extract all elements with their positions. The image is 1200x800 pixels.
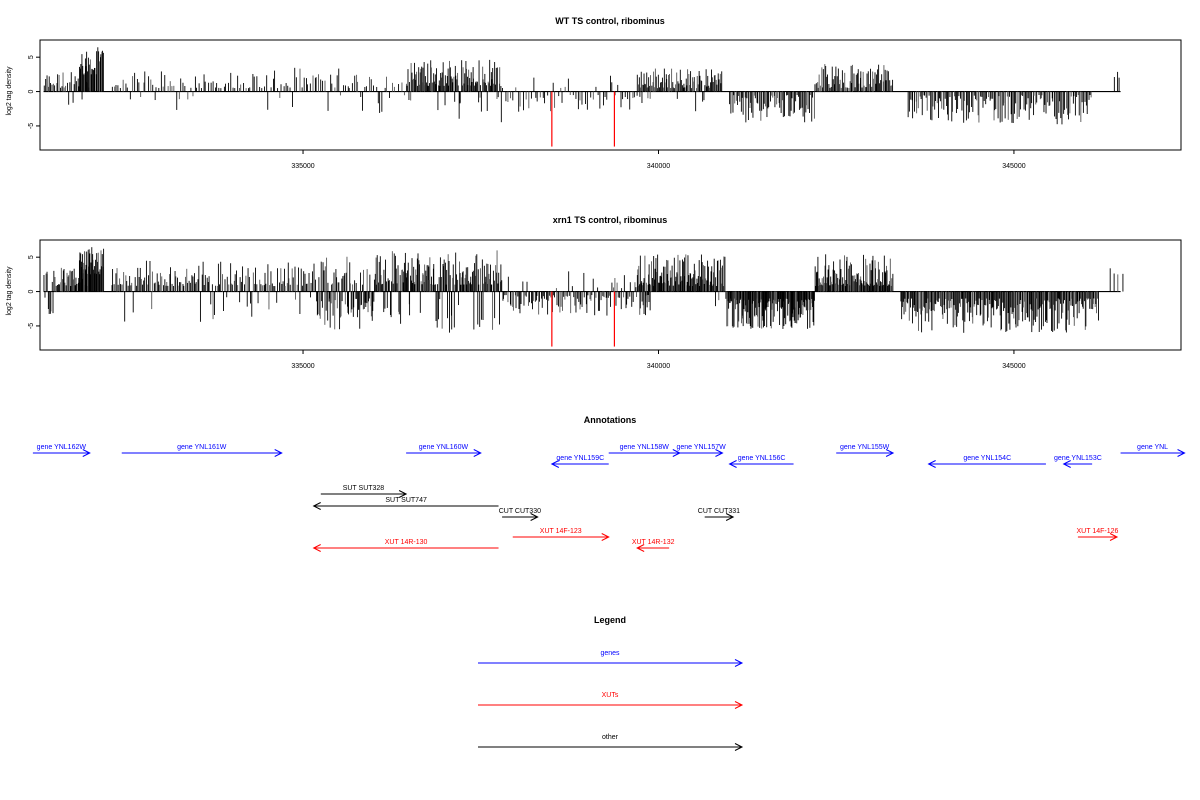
- annotation-arrow-head: [715, 449, 724, 457]
- annotation-feature: XUT 14R-132: [632, 539, 675, 552]
- annotation-arrow-head: [82, 449, 91, 457]
- legend-arrow-head: [734, 701, 744, 709]
- annotation-feature: CUT CUT330: [499, 508, 541, 521]
- annotation-label: SUT SUT747: [385, 497, 427, 504]
- annotation-label: CUT CUT330: [499, 508, 541, 515]
- wt-y-tick-label: 5: [28, 55, 35, 59]
- annotation-arrow-head: [530, 513, 539, 521]
- annotation-arrow-head: [550, 460, 560, 468]
- xrn1-density-panel: xrn1 TS control, ribominus log2 tag dens…: [6, 215, 1182, 370]
- legend-label: other: [602, 734, 619, 741]
- annotation-arrow-head: [274, 449, 283, 457]
- legend-arrow-head: [734, 659, 744, 667]
- annotation-arrow-head: [398, 490, 408, 498]
- xrn1-x-tick-label: 340000: [647, 363, 670, 370]
- annotation-arrow-head: [725, 513, 735, 521]
- annotation-label: gene YNL155W: [840, 444, 890, 451]
- xrn1-x-tick-label: 335000: [291, 363, 314, 370]
- xrn1-plot-frame: [39, 239, 1182, 351]
- xrn1-y-tick-label: 5: [28, 255, 35, 259]
- annotation-label: CUT CUT331: [698, 508, 740, 515]
- legend-entry: XUTs: [478, 692, 744, 709]
- legend: Legend genes XUTs other: [478, 615, 744, 751]
- wt-panel-title: WT TS control, ribominus: [555, 16, 665, 26]
- annotation-label: XUT 14R-130: [385, 539, 428, 546]
- xrn1-y-tick-label: 0: [28, 290, 35, 294]
- annotation-label: gene YNL157W: [676, 444, 726, 451]
- legend-entry: genes: [478, 650, 744, 667]
- annotation-label: gene YNL: [1137, 444, 1168, 451]
- annotation-feature: XUT 14F-126: [1077, 528, 1119, 541]
- annotation-feature: gene YNL156C: [728, 455, 794, 468]
- annotation-tracks: gene YNL162W gene YNL161W gene YNL160W gene…: [32, 444, 1186, 552]
- annotation-arrow-head: [473, 449, 482, 457]
- annotation-feature: gene YNL157W: [676, 444, 726, 457]
- annotation-feature: gene YNL155W: [836, 444, 895, 457]
- annotation-label: SUT SUT328: [343, 485, 385, 492]
- annotation-label: gene YNL158W: [620, 444, 670, 451]
- annotation-label: XUT 14F-123: [540, 528, 582, 535]
- annotation-feature: gene YNL153C: [1054, 455, 1102, 468]
- annotation-feature: gene YNL154C: [927, 455, 1046, 468]
- annotation-feature: SUT SUT328: [320, 485, 408, 498]
- wt-bars: [43, 47, 1121, 147]
- wt-x-tick-label: 345000: [1002, 163, 1025, 170]
- annotation-arrow-head: [1109, 533, 1119, 541]
- wt-axes: 335000 340000 345000 -5 0 5: [28, 55, 1026, 170]
- annotation-label: gene YNL162W: [37, 444, 87, 451]
- legend-label: genes: [600, 650, 620, 657]
- annotation-feature: gene YNL159C: [550, 455, 609, 468]
- annotation-label: gene YNL161W: [177, 444, 227, 451]
- annotation-feature: gene YNL158W: [608, 444, 681, 457]
- wt-y-tick-label: 0: [28, 90, 35, 94]
- annotation-arrow-head: [636, 544, 645, 552]
- annotation-arrow-head: [672, 449, 681, 457]
- legend-arrow-head: [734, 743, 744, 751]
- annotation-label: gene YNL159C: [556, 455, 604, 462]
- xrn1-y-axis-label: log2 tag density: [6, 266, 13, 316]
- annotation-feature: gene YNL162W: [32, 444, 91, 457]
- xrn1-bars: [43, 247, 1124, 347]
- wt-x-tick-label: 340000: [647, 163, 670, 170]
- annotations-title: Annotations: [584, 415, 637, 425]
- xrn1-x-tick-label: 345000: [1002, 363, 1025, 370]
- wt-x-tick-label: 335000: [291, 163, 314, 170]
- annotation-feature: XUT 14F-123: [512, 528, 610, 541]
- annotation-arrow-head: [885, 449, 895, 457]
- wt-y-tick-label: -5: [28, 123, 35, 129]
- annotation-label: gene YNL160W: [419, 444, 469, 451]
- legend-items: genes XUTs other: [478, 650, 744, 751]
- wt-y-axis-label: log2 tag density: [6, 66, 13, 116]
- annotation-feature: gene YNL161W: [121, 444, 283, 457]
- annotation-label: gene YNL154C: [963, 455, 1011, 462]
- annotations-panel: Annotations gene YNL162W gene YNL161W gene…: [32, 415, 1186, 552]
- annotation-arrow-head: [312, 502, 321, 510]
- annotation-feature: SUT SUT747: [312, 497, 499, 510]
- legend-title: Legend: [594, 615, 626, 625]
- wt-plot-frame: [39, 39, 1182, 151]
- annotation-arrow-head: [927, 460, 936, 468]
- annotation-arrow-head: [1177, 449, 1186, 457]
- annotation-feature: gene YNL: [1120, 444, 1186, 457]
- xrn1-axes: 335000 340000 345000 -5 0 5: [28, 255, 1026, 370]
- annotation-feature: CUT CUT331: [698, 508, 740, 521]
- xrn1-y-tick-label: -5: [28, 323, 35, 329]
- legend-label: XUTs: [602, 692, 619, 699]
- annotation-arrow-head: [312, 544, 321, 552]
- wt-density-panel: WT TS control, ribominus log2 tag densit…: [6, 16, 1182, 170]
- annotation-label: gene YNL156C: [738, 455, 786, 462]
- xrn1-panel-title: xrn1 TS control, ribominus: [553, 215, 668, 225]
- annotation-feature: gene YNL160W: [406, 444, 482, 457]
- annotation-label: XUT 14F-126: [1077, 528, 1119, 535]
- annotation-label: gene YNL153C: [1054, 455, 1102, 462]
- legend-entry: other: [478, 734, 744, 751]
- annotation-label: XUT 14R-132: [632, 539, 675, 546]
- annotation-arrow-head: [601, 533, 610, 541]
- annotation-arrow-head: [1062, 460, 1071, 468]
- annotation-arrow-head: [728, 460, 737, 468]
- annotation-feature: XUT 14R-130: [312, 539, 499, 552]
